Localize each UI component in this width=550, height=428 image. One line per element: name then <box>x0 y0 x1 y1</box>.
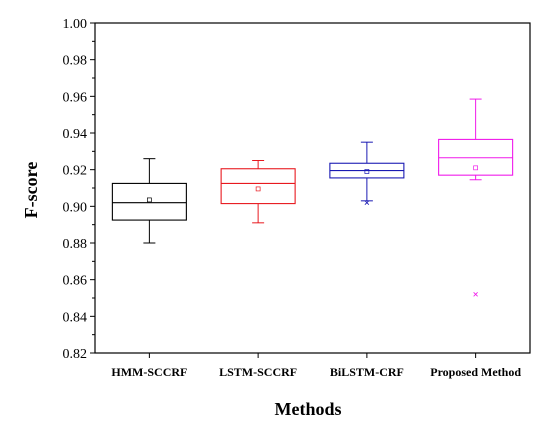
x-tick-label: HMM-SCCRF <box>111 365 187 379</box>
y-tick-label: 0.92 <box>63 164 88 179</box>
mean-marker <box>473 165 478 171</box>
mean-marker <box>147 197 152 203</box>
y-tick-label: 0.84 <box>63 310 88 325</box>
y-tick-label: 1.00 <box>63 17 88 32</box>
y-tick-label: 0.88 <box>63 237 88 252</box>
x-tick-label: BiLSTM-CRF <box>330 365 404 379</box>
y-tick-label: 0.90 <box>63 200 88 215</box>
mean-marker <box>255 186 261 192</box>
outlier-marker <box>473 292 478 297</box>
y-tick-label: 0.94 <box>63 127 88 142</box>
x-tick-label: Proposed Method <box>430 365 521 379</box>
y-tick-label: 0.98 <box>63 54 88 69</box>
outlier-marker <box>364 200 370 205</box>
y-tick-label: 0.86 <box>63 274 88 289</box>
y-tick-label: 0.96 <box>63 90 88 105</box>
mean-marker <box>364 169 370 174</box>
box <box>220 168 296 205</box>
x-axis-title: Methods <box>275 399 342 419</box>
y-tick-label: 0.82 <box>63 347 88 362</box>
x-tick-label: LSTM-SCCRF <box>219 365 297 379</box>
y-axis-title: F-score <box>21 162 41 219</box>
plot-frame <box>94 22 531 354</box>
box <box>111 182 187 221</box>
